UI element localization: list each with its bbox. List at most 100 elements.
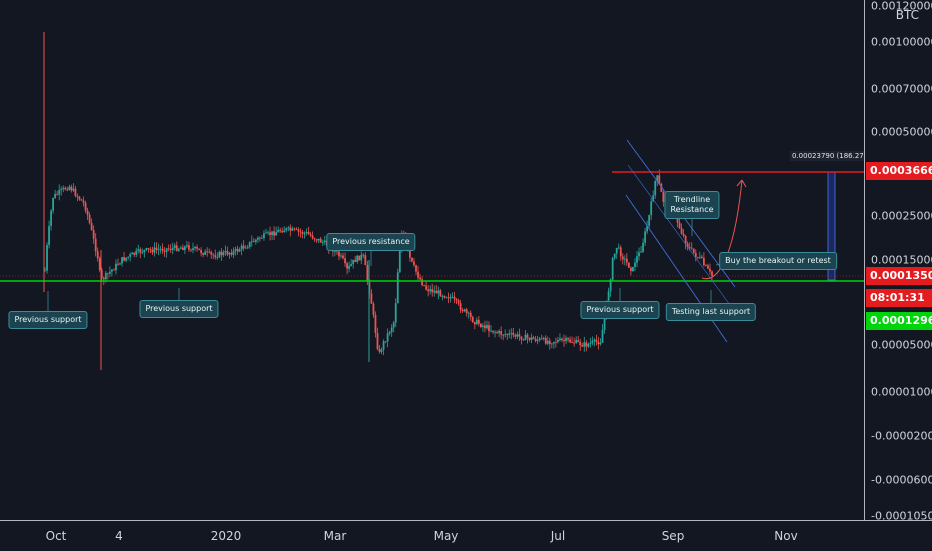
candle-body: [188, 245, 190, 250]
candle-body: [76, 195, 79, 197]
price-tick-label: 0.00120000: [871, 0, 932, 13]
channel-upper: [626, 139, 736, 288]
candle-body: [490, 330, 492, 332]
candle-body: [100, 269, 103, 278]
candle-body: [494, 332, 496, 333]
candle-body: [94, 238, 97, 252]
candle-body: [589, 343, 592, 344]
candle-body: [559, 338, 561, 341]
candle-body: [317, 238, 320, 241]
candle-body: [461, 309, 464, 312]
candle-body: [482, 325, 484, 327]
price-chart[interactable]: [0, 0, 864, 520]
candle-body: [350, 264, 353, 266]
candle-body: [597, 341, 600, 345]
candle-body: [567, 338, 569, 340]
candle-body: [585, 342, 588, 347]
candle-body: [204, 251, 207, 255]
candle-body: [267, 232, 269, 234]
candle-body: [621, 256, 624, 260]
candle-body: [145, 248, 148, 250]
candle-body: [453, 296, 456, 300]
candle-body: [382, 341, 385, 350]
candle-body: [236, 248, 239, 252]
candle-body: [526, 334, 529, 338]
candle-body: [202, 253, 205, 255]
candle-body: [595, 339, 598, 342]
candle-body: [175, 245, 178, 251]
price-tick-label: 0.00100000: [871, 35, 932, 49]
candle-body: [700, 256, 703, 259]
candle-body: [186, 245, 188, 247]
candle-body: [92, 230, 95, 239]
candle-body: [477, 319, 480, 324]
candle-body: [540, 338, 543, 340]
candle-body: [475, 319, 478, 325]
candle-body: [273, 231, 275, 236]
candle-body: [167, 248, 170, 250]
time-tick-label: Oct: [45, 529, 67, 543]
price-axis[interactable]: BTC 0.00120000 0.00100000 0.00070000 0.0005…: [864, 0, 932, 523]
candle-body: [463, 309, 466, 312]
candle-body: [431, 289, 434, 293]
candle-body: [143, 249, 146, 253]
candle-body: [587, 343, 590, 347]
candle-body: [141, 252, 144, 254]
candle-body: [561, 338, 563, 341]
candle-body: [471, 316, 474, 323]
candle-body: [153, 247, 156, 253]
candle-body: [58, 189, 61, 195]
candle-body: [688, 247, 691, 249]
candle-body: [668, 203, 671, 210]
candle-body: [538, 338, 541, 340]
candle-body: [682, 233, 685, 236]
candle-body: [183, 246, 186, 251]
price-tag-support: 0.00012961: [866, 312, 932, 330]
candle-body: [216, 257, 219, 259]
candle-body: [311, 235, 314, 239]
candle-body: [234, 248, 237, 251]
candle-body: [271, 231, 273, 236]
candle-body: [573, 342, 576, 344]
candle-body: [299, 231, 302, 233]
price-tag-last: 0.00013501: [866, 267, 932, 285]
candle-body: [500, 331, 503, 335]
candle-body: [366, 265, 369, 281]
candle-body: [698, 256, 701, 258]
candle-body: [149, 249, 152, 251]
candle-body: [62, 187, 65, 189]
candle-body: [658, 175, 661, 184]
candle-body: [374, 314, 377, 334]
candle-body: [224, 251, 227, 253]
candle-body: [135, 250, 138, 255]
candle-body: [522, 339, 525, 341]
candle-body: [502, 334, 505, 336]
candle-body: [684, 235, 687, 244]
candle-body: [692, 248, 695, 253]
candle-body: [650, 201, 653, 216]
candle-body: [230, 252, 233, 255]
candle-body: [64, 187, 67, 190]
candle-body: [194, 246, 196, 249]
candle-body: [171, 247, 174, 250]
candle-body: [380, 349, 383, 352]
time-tick-label: 4: [115, 529, 123, 543]
candle-body: [611, 258, 614, 280]
candle-body: [275, 232, 278, 236]
candle-body: [469, 312, 472, 317]
time-axis[interactable]: Oct 4 2020 Mar May Jul Sep Nov: [0, 520, 932, 551]
candle-body: [676, 214, 679, 223]
candle-body: [80, 199, 83, 201]
candle-body: [619, 247, 622, 257]
candle-body: [293, 228, 296, 230]
candle-body: [248, 241, 251, 247]
candle-body: [601, 329, 604, 343]
candle-body: [447, 297, 450, 299]
candle-body: [660, 183, 663, 192]
candle-body: [449, 297, 452, 299]
candle-body: [129, 254, 132, 257]
candle-body: [121, 257, 123, 264]
candle-body: [372, 303, 375, 315]
candle-body: [680, 228, 683, 234]
candle-body: [291, 228, 294, 231]
